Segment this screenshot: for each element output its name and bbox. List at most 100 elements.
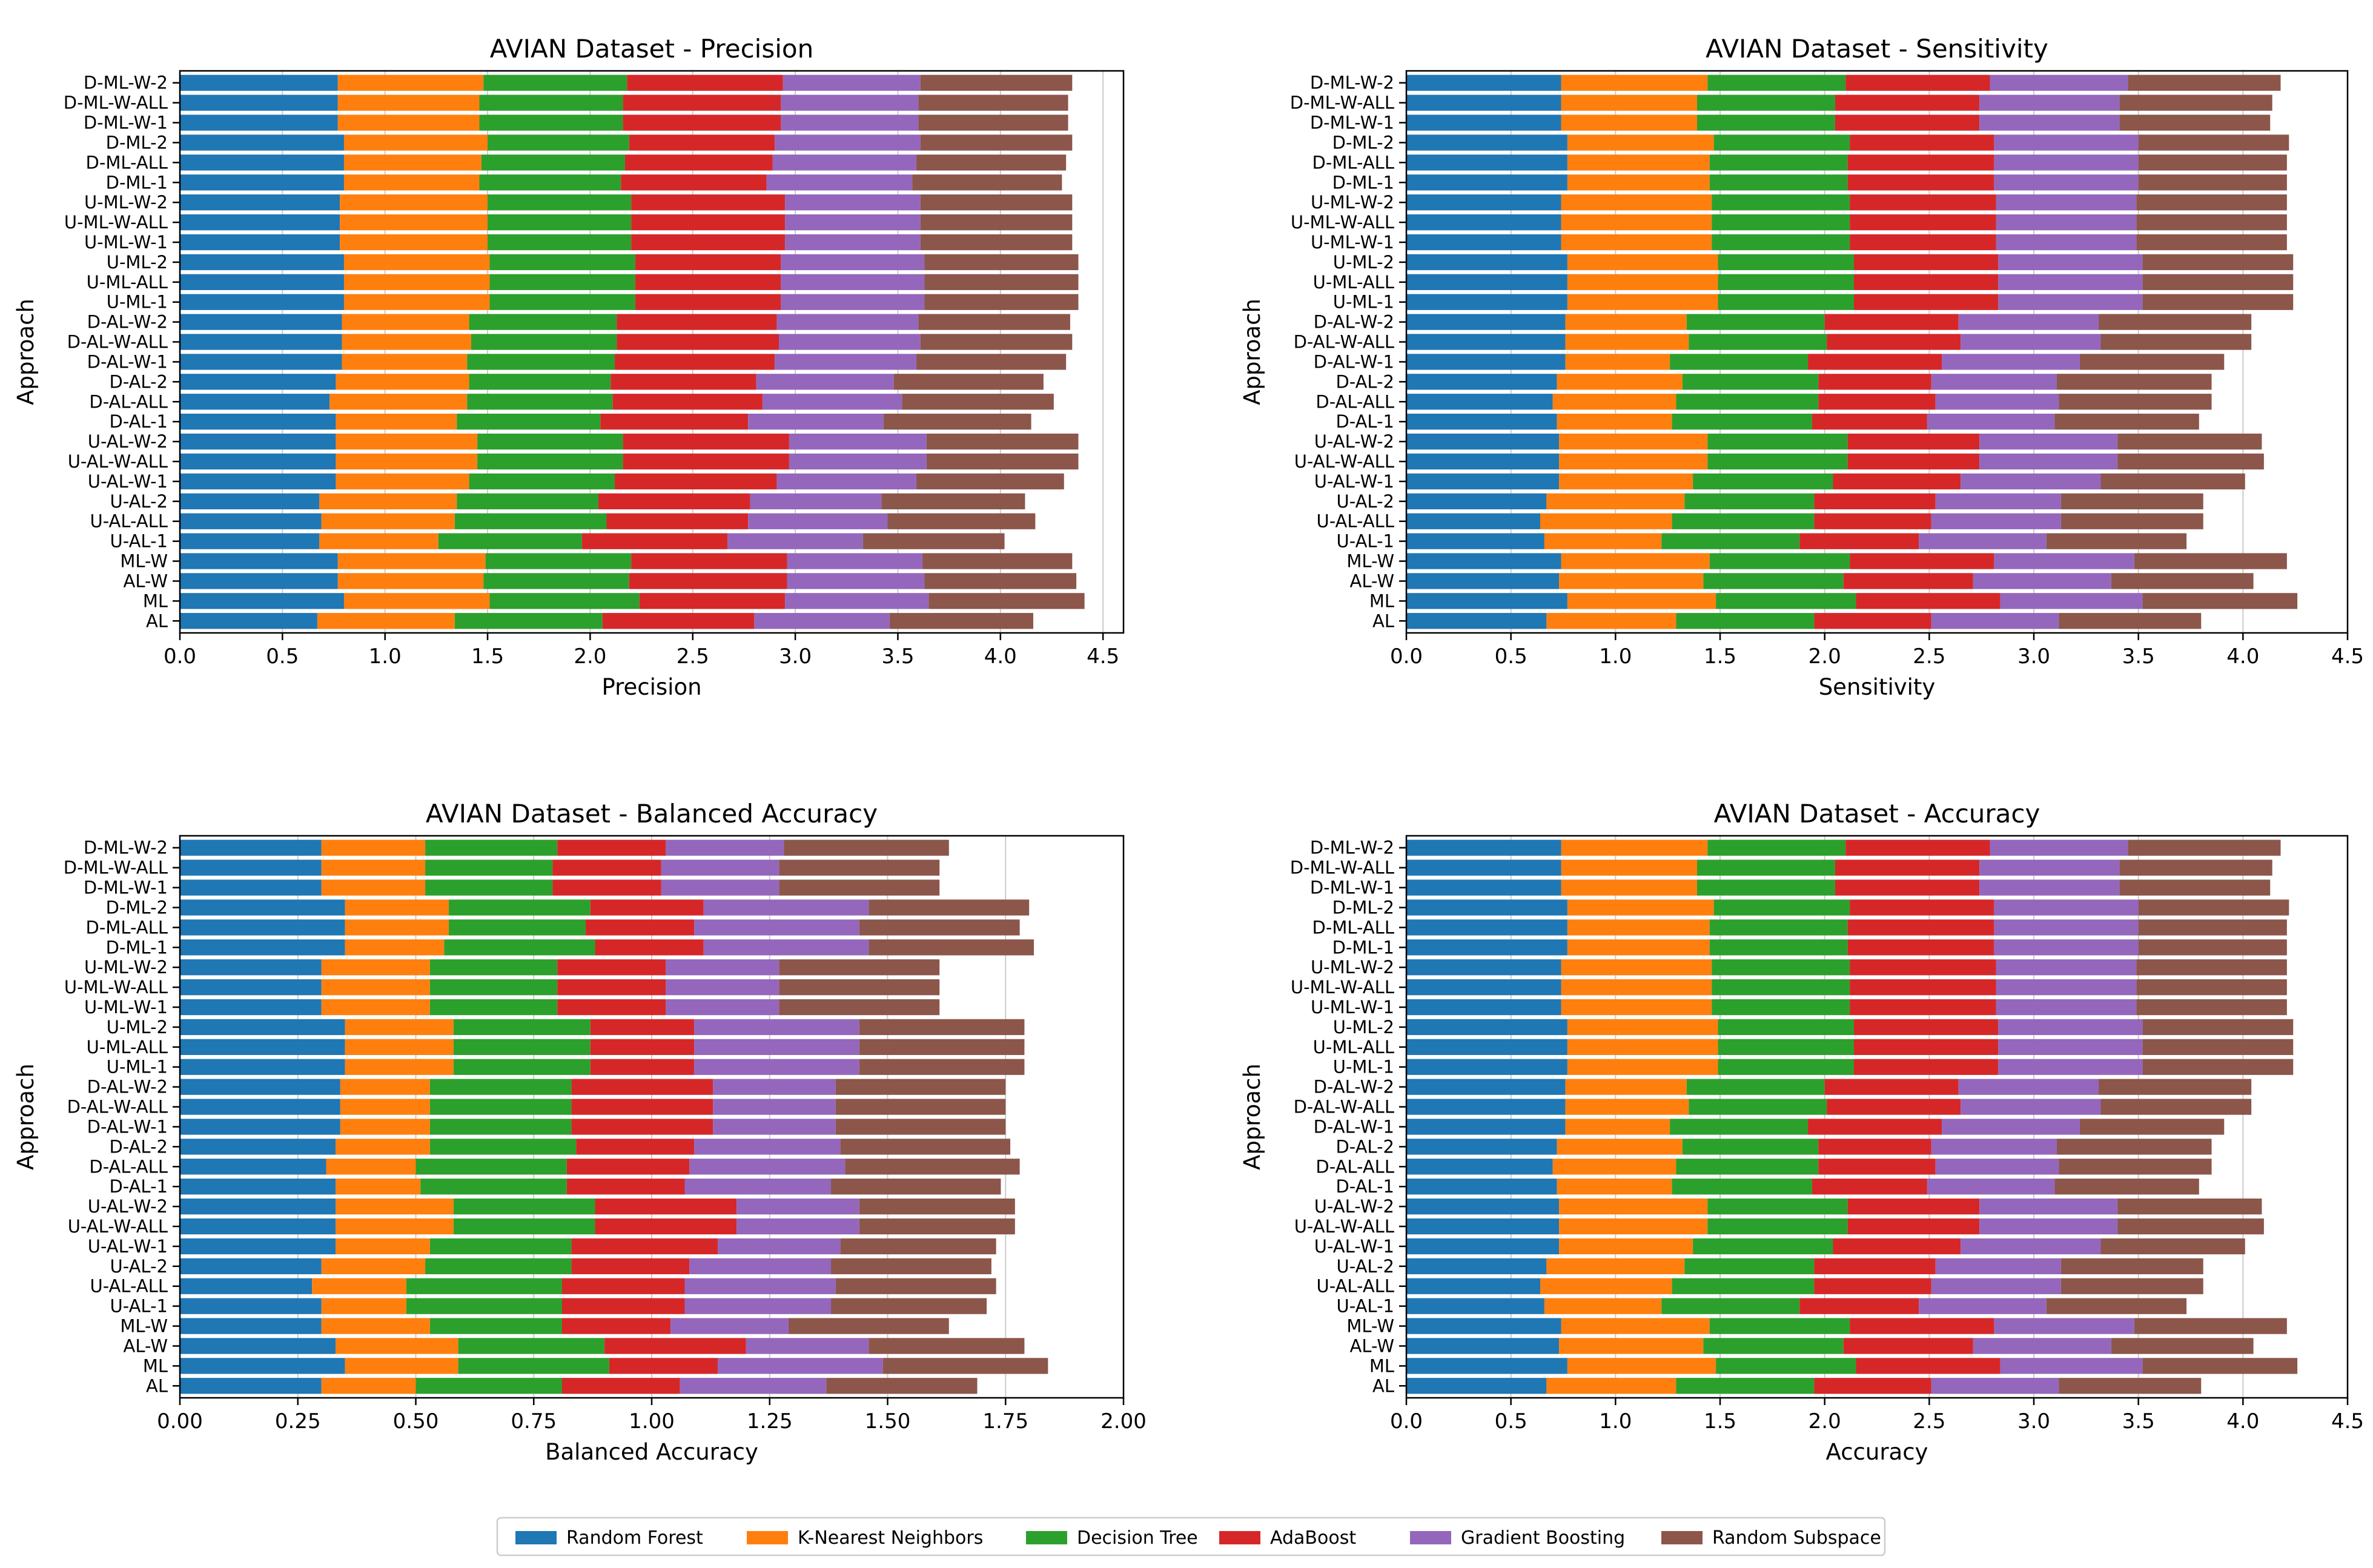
bar-decision-tree <box>1709 174 1848 191</box>
bar-random-forest <box>180 94 338 111</box>
bar-random-forest <box>180 533 320 549</box>
bar-random-subspace <box>2100 473 2245 490</box>
bar-k-nearest-neighbors <box>317 613 455 629</box>
bar-gradient-boosting <box>746 1338 869 1354</box>
bar-random-forest <box>1406 1079 1566 1095</box>
bar-gradient-boosting <box>684 1278 836 1294</box>
bar-random-subspace <box>788 1318 949 1334</box>
bar-adaboost <box>1845 839 1990 856</box>
y-tick-label: U-ML-W-1 <box>1311 997 1394 1017</box>
x-tick-label: 3.0 <box>779 644 812 669</box>
bar-adaboost <box>602 613 755 629</box>
x-axis-label: Sensitivity <box>1819 674 1936 700</box>
bar-adaboost <box>631 553 787 569</box>
bar-random-subspace <box>883 414 1031 430</box>
bar-random-forest <box>180 214 340 231</box>
bar-random-subspace <box>779 959 940 976</box>
bar-random-forest <box>180 1218 336 1235</box>
bar-decision-tree <box>1709 1318 1850 1334</box>
bar-decision-tree <box>1709 939 1848 956</box>
bar-random-subspace <box>2060 1258 2203 1274</box>
bar-random-subspace <box>2100 1238 2245 1255</box>
y-tick-label: D-AL-W-1 <box>87 1116 168 1137</box>
bar-k-nearest-neighbors <box>1567 593 1716 609</box>
y-tick-label: U-ML-W-ALL <box>1291 977 1394 997</box>
bar-k-nearest-neighbors <box>1559 1198 1708 1215</box>
bar-random-subspace <box>920 334 1073 350</box>
x-tick-label: 2.5 <box>1913 1409 1945 1434</box>
bar-random-subspace <box>926 453 1079 470</box>
bar-adaboost <box>590 1019 695 1036</box>
bar-decision-tree <box>483 74 627 91</box>
bar-gradient-boosting <box>781 114 919 131</box>
bar-random-subspace <box>2136 234 2287 251</box>
bar-gradient-boosting <box>1927 414 2055 430</box>
bar-adaboost <box>561 1318 671 1334</box>
bar-random-forest <box>180 234 340 251</box>
bar-random-forest <box>1406 899 1567 916</box>
bar-k-nearest-neighbors <box>1567 174 1710 191</box>
charts: 0.0 0.5 1.0 1.5 2.0 2.5 3.0 3.5 4.0 4.5D-ML-W-2D-… <box>13 34 2364 1465</box>
y-tick-label: D-ML-2 <box>1332 897 1394 918</box>
bar-random-subspace <box>2060 1278 2203 1294</box>
bar-k-nearest-neighbors <box>1567 899 1714 916</box>
bar-random-forest <box>180 1059 345 1075</box>
bar-random-forest <box>180 899 345 916</box>
bar-random-subspace <box>2142 254 2294 271</box>
bar-adaboost <box>1799 533 1919 549</box>
bar-random-forest <box>1406 1338 1560 1354</box>
bar-random-subspace <box>2059 1159 2212 1175</box>
bar-random-forest <box>180 1278 313 1294</box>
bar-decision-tree <box>479 174 621 191</box>
bar-k-nearest-neighbors <box>1544 1298 1662 1314</box>
bar-adaboost <box>571 1079 713 1095</box>
bar-random-forest <box>180 1079 340 1095</box>
bar-random-forest <box>180 573 338 589</box>
bar-random-subspace <box>916 473 1064 490</box>
bar-gradient-boosting <box>1996 194 2137 211</box>
bar-adaboost <box>581 533 728 549</box>
bar-adaboost <box>1835 114 1980 131</box>
y-tick-label: D-AL-2 <box>1335 371 1394 392</box>
x-tick-label: 1.75 <box>982 1409 1028 1434</box>
bar-decision-tree <box>488 214 632 231</box>
legend-label-k-nearest-neighbors: K-Nearest Neighbors <box>798 1527 983 1549</box>
bar-gradient-boosting <box>785 234 921 251</box>
bar-gradient-boosting <box>787 573 925 589</box>
bar-random-forest <box>1406 1139 1557 1155</box>
bar-decision-tree <box>1707 453 1848 470</box>
bar-decision-tree <box>1684 1258 1815 1274</box>
bar-gradient-boosting <box>703 939 869 956</box>
bar-k-nearest-neighbors <box>1559 573 1704 589</box>
bar-k-nearest-neighbors <box>1557 374 1683 390</box>
bar-gradient-boosting <box>736 1218 859 1235</box>
bar-decision-tree <box>467 354 615 370</box>
bar-adaboost <box>595 1198 737 1215</box>
bar-adaboost <box>623 453 789 470</box>
bar-k-nearest-neighbors <box>343 294 490 310</box>
bar-adaboost <box>1835 879 1980 896</box>
bar-k-nearest-neighbors <box>336 1218 454 1235</box>
y-tick-label: D-AL-1 <box>1335 411 1394 432</box>
y-tick-label: D-ML-2 <box>1332 132 1394 153</box>
y-tick-label: D-ML-W-ALL <box>64 858 168 878</box>
bar-decision-tree <box>453 1039 591 1055</box>
bar-adaboost <box>576 1139 695 1155</box>
bar-random-forest <box>1406 374 1557 390</box>
bar-decision-tree <box>1676 613 1815 629</box>
bar-random-subspace <box>2136 979 2287 996</box>
bar-random-subspace <box>2136 999 2287 1016</box>
y-tick-label: D-ML-W-ALL <box>1290 93 1394 113</box>
bar-adaboost <box>561 1378 680 1394</box>
bar-gradient-boosting <box>1961 1238 2101 1255</box>
bar-k-nearest-neighbors <box>1561 194 1712 211</box>
x-tick-label: 0.50 <box>393 1409 439 1434</box>
bar-adaboost <box>1808 354 1942 370</box>
y-tick-label: U-ML-1 <box>107 292 168 313</box>
bar-gradient-boosting <box>2000 593 2143 609</box>
bar-k-nearest-neighbors <box>337 573 484 589</box>
legend-label-random-forest: Random Forest <box>566 1527 703 1549</box>
bar-random-forest <box>180 1358 345 1374</box>
bar-decision-tree <box>415 1159 567 1175</box>
x-tick-label: 1.5 <box>471 644 504 669</box>
